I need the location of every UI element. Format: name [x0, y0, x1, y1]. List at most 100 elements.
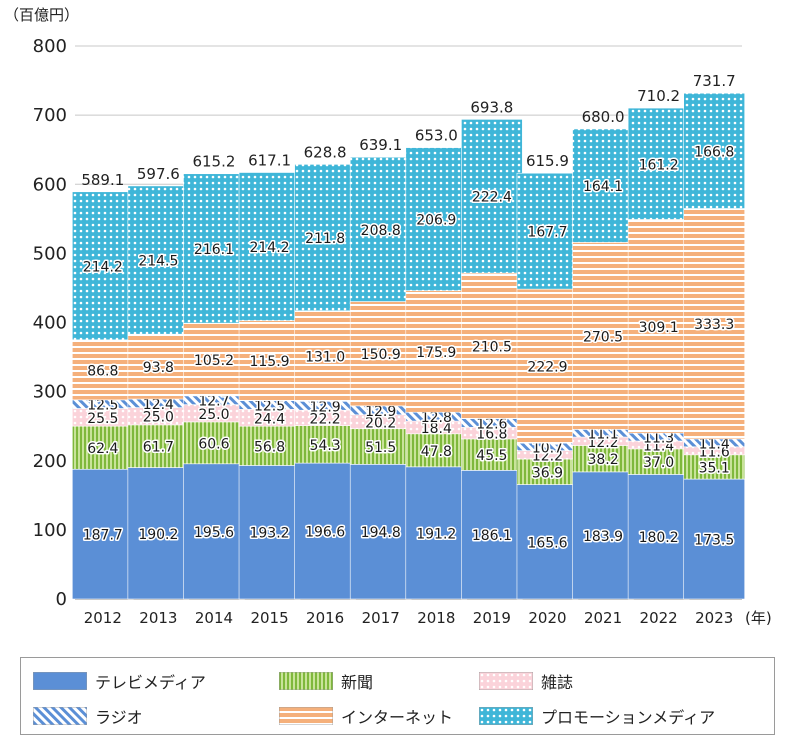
- bar-segment-newspaper: [516, 458, 579, 485]
- data-label-newspaper: 54.3: [310, 438, 341, 454]
- data-label-internet: 309.1: [639, 320, 679, 336]
- bar-segment-newspaper: [349, 428, 412, 465]
- legend-label-promotion: プロモーションメディア: [541, 708, 716, 727]
- bar-segment-internet: [238, 320, 301, 401]
- y-tick-label: 0: [56, 589, 67, 610]
- x-tick-label: 2013: [139, 609, 177, 627]
- bar-segment-promotion: [127, 185, 190, 335]
- data-label-radio: 12.5: [254, 399, 285, 415]
- data-label-internet: 270.5: [583, 329, 623, 345]
- bar-2017: 194.8 51.5 20.212.9 150.9 208.8 639.1: [349, 136, 412, 600]
- data-label-magazine: 12.2: [587, 435, 618, 451]
- legend-item-internet: インターネット: [279, 704, 453, 728]
- data-label-promotion: 222.4: [472, 190, 512, 206]
- data-label-radio: 12.9: [365, 404, 396, 420]
- y-tick-label: 800: [33, 36, 67, 57]
- data-label-magazine: 25.5: [87, 411, 118, 427]
- legend-item-tv: テレビメディア: [33, 669, 206, 693]
- data-label-tv: 180.2: [639, 530, 679, 546]
- data-label-radio: 12.9: [310, 399, 341, 415]
- data-label-internet: 105.2: [194, 353, 234, 369]
- total-label: 589.1: [81, 171, 124, 189]
- bar-2015: 193.2 56.8 24.412.5 115.9 214.2 617.1: [238, 151, 301, 600]
- bar-2012: 187.7 62.4 25.512.5 86.8 214.2 589.1: [71, 171, 134, 600]
- data-label-promotion: 216.1: [194, 242, 234, 258]
- data-label-radio: 12.5: [87, 398, 118, 414]
- data-label-magazine: 25.0: [143, 410, 174, 426]
- data-label-radio: 12.4: [143, 397, 174, 413]
- x-tick-label: 2018: [417, 609, 455, 627]
- x-tick-label: 2014: [195, 609, 233, 627]
- y-tick-label: 100: [33, 520, 67, 541]
- bar-segment-tv: [627, 474, 690, 600]
- data-label-tv: 196.6: [305, 525, 345, 541]
- bar-segment-tv: [572, 471, 634, 600]
- total-label: 615.2: [192, 153, 235, 171]
- data-label-newspaper: 51.5: [365, 440, 396, 456]
- total-label: 731.7: [693, 72, 736, 90]
- x-tick-label: 2017: [362, 609, 400, 627]
- y-tick-label: 400: [33, 313, 67, 334]
- data-label-internet: 210.5: [472, 339, 512, 355]
- x-tick-label: 2016: [306, 609, 344, 627]
- bar-segment-internet: [127, 333, 190, 400]
- data-label-tv: 165.6: [527, 535, 567, 551]
- data-label-newspaper: 36.9: [532, 465, 563, 481]
- data-label-internet: 93.8: [143, 360, 174, 376]
- legend-label-tv: テレビメディア: [95, 673, 206, 692]
- bars: 187.762.425.512.586.8214.2589.1190.261.7…: [71, 72, 746, 600]
- legend-swatch-internet: [279, 707, 333, 725]
- data-label-magazine: 24.4: [254, 411, 285, 427]
- data-label-newspaper: 62.4: [87, 441, 118, 457]
- data-label-tv: 190.2: [138, 527, 178, 543]
- legend-swatch-newspaper: [279, 672, 333, 690]
- data-label-internet: 222.9: [527, 360, 567, 376]
- legend-item-newspaper: 新聞: [279, 669, 373, 693]
- data-label-newspaper: 47.8: [421, 444, 452, 460]
- data-label-internet: 131.0: [305, 350, 345, 366]
- bar-segment-internet: [405, 290, 468, 413]
- bar-segment-internet: [461, 272, 523, 419]
- legend-swatch-promotion: [479, 707, 533, 725]
- total-label: 615.9: [526, 152, 569, 170]
- data-label-tv: 195.6: [194, 525, 234, 541]
- data-label-promotion: 211.8: [305, 231, 345, 247]
- data-label-magazine: 16.8: [476, 427, 507, 443]
- data-label-magazine: 18.4: [421, 421, 452, 437]
- data-label-radio: 11.4: [699, 436, 730, 452]
- data-label-internet: 150.9: [361, 347, 401, 363]
- data-label-radio: 12.8: [421, 410, 452, 426]
- bar-segment-promotion: [627, 107, 690, 220]
- bar-segment-promotion: [683, 92, 746, 209]
- bar-segment-internet: [516, 288, 579, 444]
- total-label: 639.1: [359, 136, 402, 154]
- bar-2016: 196.6 54.3 22.212.9 131.0 211.8 628.8: [294, 143, 356, 600]
- data-label-newspaper: 56.8: [254, 439, 285, 455]
- bar-segment-tv: [294, 462, 356, 600]
- bar-segment-promotion: [516, 172, 579, 290]
- data-label-promotion: 167.7: [527, 225, 567, 241]
- bar-segment-newspaper: [683, 454, 746, 480]
- data-label-radio: 10.7: [532, 440, 563, 456]
- y-tick-label: 600: [33, 174, 67, 195]
- bar-segment-newspaper: [461, 438, 523, 471]
- data-label-promotion: 206.9: [416, 213, 456, 229]
- data-label-promotion: 161.2: [639, 157, 679, 173]
- data-label-promotion: 208.8: [361, 223, 401, 239]
- bar-2022: 180.2 37.011.411.3 309.1 161.2 710.2: [627, 87, 690, 600]
- legend-label-radio: ラジオ: [95, 708, 143, 727]
- total-label: 680.0: [582, 108, 625, 126]
- bar-segment-tv: [516, 484, 579, 600]
- bar-segment-promotion: [461, 119, 523, 274]
- bar-segment-tv: [127, 467, 190, 600]
- bar-2020: 165.6 36.912.210.7 222.9 167.7 615.9: [516, 152, 579, 600]
- bar-segment-newspaper: [572, 445, 634, 473]
- bar-segment-tv: [238, 465, 301, 600]
- data-label-radio: 12.6: [476, 416, 507, 432]
- data-label-internet: 333.3: [694, 317, 734, 333]
- bar-2023: 173.5 35.111.611.4 333.3 166.8 731.7: [683, 72, 746, 600]
- legend: テレビメディア ラジオ 新聞 インターネット 雑誌 プロモーションメディア: [20, 657, 775, 735]
- bar-segment-internet: [183, 322, 245, 397]
- y-tick-label: 300: [33, 382, 67, 403]
- legend-item-magazine: 雑誌: [479, 669, 573, 693]
